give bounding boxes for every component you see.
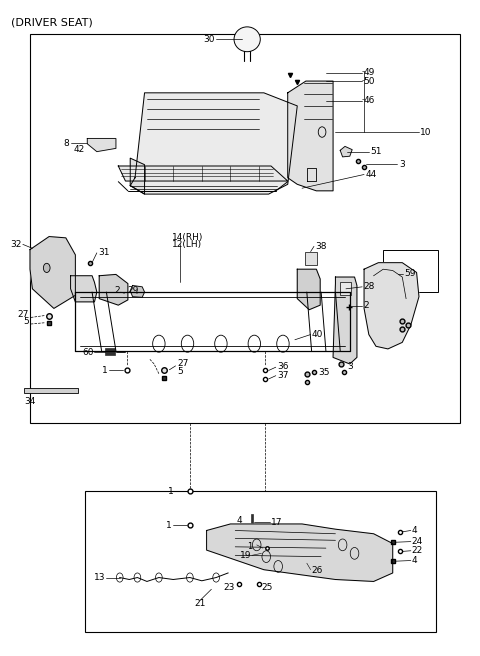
Text: 10: 10: [420, 127, 432, 136]
Text: 59: 59: [405, 269, 416, 278]
Text: 23: 23: [224, 583, 235, 592]
Text: 29: 29: [128, 285, 139, 295]
Polygon shape: [30, 237, 75, 308]
Polygon shape: [118, 166, 288, 181]
Text: 31: 31: [98, 249, 110, 257]
Text: 27: 27: [17, 310, 29, 319]
Text: 37: 37: [277, 371, 289, 380]
Bar: [305, 251, 317, 264]
Bar: [106, 348, 115, 355]
Text: 51: 51: [370, 147, 382, 156]
Text: 2: 2: [363, 301, 369, 310]
Text: 30: 30: [203, 35, 215, 44]
Text: 27: 27: [177, 359, 188, 369]
Text: 1: 1: [168, 487, 174, 496]
Text: 4: 4: [412, 526, 418, 535]
Polygon shape: [99, 274, 128, 305]
Text: 36: 36: [277, 362, 289, 371]
Text: 50: 50: [363, 77, 374, 85]
Text: 5: 5: [177, 367, 183, 376]
Text: 22: 22: [412, 546, 423, 555]
Text: 3: 3: [399, 159, 405, 169]
Text: 49: 49: [363, 68, 374, 77]
Text: 1: 1: [247, 542, 252, 550]
Text: 25: 25: [262, 583, 273, 592]
Text: 1: 1: [102, 366, 108, 375]
Text: (DRIVER SEAT): (DRIVER SEAT): [11, 18, 93, 28]
Text: 32: 32: [10, 240, 22, 249]
Text: 38: 38: [315, 242, 327, 251]
Text: 28: 28: [363, 282, 374, 291]
Text: 3: 3: [348, 362, 353, 371]
Bar: [252, 514, 253, 531]
Polygon shape: [71, 276, 97, 302]
Text: 4: 4: [237, 516, 242, 525]
Text: 46: 46: [363, 96, 374, 105]
Text: 24: 24: [412, 537, 423, 546]
Text: 26: 26: [312, 567, 323, 575]
Text: 12(LH): 12(LH): [172, 240, 203, 249]
Text: 34: 34: [24, 397, 36, 405]
Circle shape: [43, 263, 50, 272]
Text: 17: 17: [271, 518, 283, 527]
Text: 60: 60: [82, 348, 94, 357]
Polygon shape: [288, 81, 333, 191]
Polygon shape: [364, 262, 419, 349]
Polygon shape: [130, 285, 144, 297]
Polygon shape: [130, 93, 297, 194]
Bar: [24, 388, 78, 394]
Text: 35: 35: [318, 368, 329, 377]
Text: 21: 21: [195, 599, 206, 608]
Text: 8: 8: [63, 138, 69, 148]
Polygon shape: [340, 146, 352, 157]
Bar: [30, 34, 459, 422]
Text: 40: 40: [312, 330, 323, 339]
Polygon shape: [333, 277, 357, 364]
Text: 13: 13: [94, 573, 106, 582]
Text: 14(RH): 14(RH): [172, 234, 204, 242]
Text: 5: 5: [23, 317, 29, 326]
Polygon shape: [206, 524, 393, 581]
Bar: [383, 250, 438, 292]
Polygon shape: [87, 138, 116, 152]
Text: 4: 4: [412, 556, 418, 565]
Polygon shape: [130, 158, 144, 194]
Text: 42: 42: [74, 144, 85, 154]
Ellipse shape: [234, 27, 260, 52]
Polygon shape: [297, 269, 320, 310]
Text: 44: 44: [365, 170, 377, 179]
Bar: [389, 264, 398, 283]
Text: 1: 1: [166, 521, 172, 530]
Text: 2: 2: [114, 285, 120, 295]
Bar: [85, 491, 436, 632]
Text: 19: 19: [240, 551, 251, 560]
Bar: [340, 282, 351, 295]
